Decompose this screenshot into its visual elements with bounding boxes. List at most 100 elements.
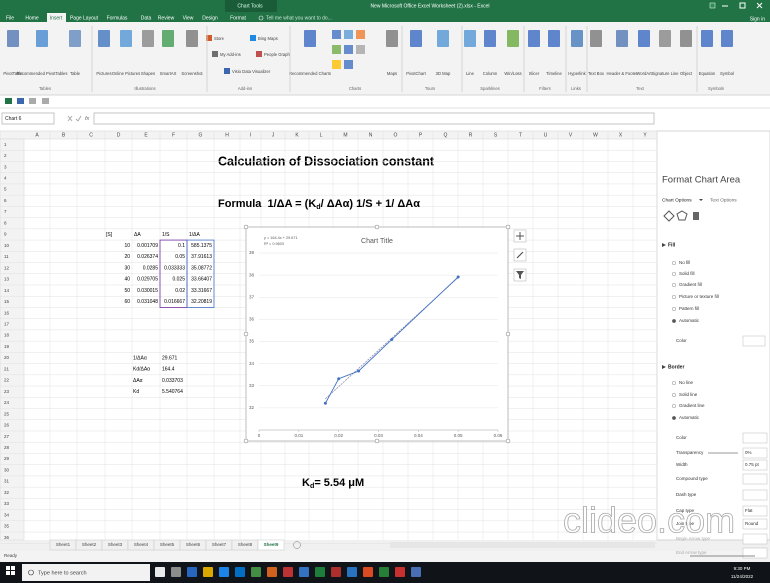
sheet-tab-label[interactable]: Sheet6 <box>186 542 201 547</box>
ribbon-button[interactable]: WordArt <box>636 71 652 76</box>
data-point <box>390 338 394 342</box>
radio[interactable] <box>671 282 677 288</box>
prop-value[interactable]: Flat <box>745 508 753 513</box>
dropdown-arrow <box>699 199 703 201</box>
ribbon-button[interactable]: Recommended PivotTables <box>17 71 68 76</box>
prop-value[interactable]: Round <box>745 521 759 526</box>
radio[interactable] <box>671 306 677 312</box>
ribbon-button[interactable]: Hyperlink <box>568 71 586 76</box>
ribbon-tab[interactable]: Review <box>158 15 175 21</box>
radio[interactable] <box>671 294 677 300</box>
radio[interactable] <box>671 271 677 277</box>
ribbon-tab[interactable]: Format <box>230 15 246 21</box>
radio[interactable] <box>671 318 677 324</box>
radio-label[interactable]: Gradient fill <box>679 282 702 287</box>
ribbon-button[interactable]: Online Pictures <box>112 71 140 76</box>
add-sheet[interactable] <box>293 541 301 549</box>
ribbon-button[interactable]: People Graph <box>264 52 291 57</box>
pane-tab[interactable]: Text Options <box>710 197 737 203</box>
sheet-tab-label[interactable]: Sheet9 <box>264 542 279 547</box>
ribbon-button[interactable]: Slicer <box>529 71 540 76</box>
ribbon-button[interactable]: Bing Maps <box>258 36 278 41</box>
column-header: D <box>117 132 121 138</box>
sheet-tab-label[interactable]: Sheet4 <box>134 542 149 547</box>
ribbon-button[interactable]: Recommended Charts <box>289 71 331 76</box>
search-placeholder[interactable]: Type here to search <box>38 570 87 576</box>
table-cell: 0.02 <box>175 288 185 294</box>
sheet-tab-label[interactable]: Sheet7 <box>212 542 227 547</box>
ribbon-button[interactable]: My Add-ins <box>220 52 241 57</box>
name-box-text[interactable]: Chart 6 <box>5 116 22 122</box>
ribbon-tab[interactable]: File <box>6 15 14 21</box>
prop-value[interactable]: 0.75 pt <box>745 462 760 467</box>
ribbon-button[interactable]: Column <box>483 71 498 76</box>
ribbon-button[interactable]: Store <box>214 36 225 41</box>
row-header: 4 <box>4 175 7 180</box>
button-icon <box>484 30 496 47</box>
pane-tab[interactable]: Chart Options <box>662 197 692 203</box>
radio[interactable] <box>671 392 677 398</box>
row-header: 15 <box>4 299 10 304</box>
ribbon-button[interactable]: Text Box <box>588 71 605 76</box>
ribbon-button[interactable]: Pictures <box>96 71 111 76</box>
section-heading[interactable]: Border <box>668 364 684 370</box>
resize-handle <box>505 438 511 444</box>
prop-value[interactable]: 0% <box>745 450 752 455</box>
ribbon-button[interactable]: Equation <box>699 71 716 76</box>
row-header: 6 <box>4 198 7 203</box>
ribbon-tab[interactable]: Formulas <box>107 15 128 21</box>
radio-label[interactable]: Picture or texture fill <box>679 294 719 299</box>
radio-label[interactable]: Solid line <box>679 392 698 397</box>
radio-label[interactable]: Pattern fill <box>679 306 699 311</box>
ribbon-tab[interactable]: Data <box>141 15 152 21</box>
ribbon-button[interactable]: Object <box>680 71 693 76</box>
sheet-tab-label[interactable]: Sheet1 <box>56 542 71 547</box>
radio[interactable] <box>671 415 677 421</box>
ribbon-tab[interactable]: Insert <box>50 15 63 21</box>
prop-control <box>742 473 768 485</box>
radio-label[interactable]: Automatic <box>679 318 700 323</box>
radio-label[interactable]: No line <box>679 380 694 385</box>
ribbon-button[interactable]: Visio Data Visualizer <box>232 69 271 74</box>
ribbon-button[interactable]: Win/Loss <box>504 71 521 76</box>
ribbon-button[interactable]: Screenshot <box>181 71 203 76</box>
quick-access-icon <box>42 98 49 104</box>
ribbon-button[interactable]: Timeline <box>546 71 562 76</box>
radio-label[interactable]: Automatic <box>679 415 700 420</box>
pane-title: Format Chart Area <box>662 175 741 186</box>
sign-in[interactable]: Sign in <box>750 16 766 22</box>
table-cell: 0.001709 <box>137 243 158 249</box>
taskbar-app <box>283 567 293 577</box>
radio-label[interactable]: No fill <box>679 260 690 265</box>
ribbon-button[interactable]: Line <box>466 71 475 76</box>
ribbon-button[interactable]: SmartArt <box>160 71 177 76</box>
radio-label[interactable]: Gradient line <box>679 403 705 408</box>
sheet-tab-label[interactable]: Sheet5 <box>160 542 175 547</box>
radio[interactable] <box>671 403 677 409</box>
sheet-tab-label[interactable]: Sheet8 <box>238 542 253 547</box>
radio[interactable] <box>671 380 677 386</box>
ribbon-button[interactable]: Symbol <box>720 71 734 76</box>
radio-label[interactable]: Solid fill <box>679 271 695 276</box>
ribbon-group-label: Symbols <box>708 86 724 91</box>
ribbon-tab[interactable]: Page Layout <box>70 15 99 21</box>
ribbon-tab[interactable]: Home <box>25 15 39 21</box>
sheet-tab-label[interactable]: Sheet2 <box>82 542 97 547</box>
taskbar-app <box>235 567 245 577</box>
ribbon-button[interactable]: 3D Map <box>436 71 451 76</box>
section-heading[interactable]: Fill <box>668 242 676 248</box>
ribbon-tab[interactable]: View <box>183 15 194 21</box>
ribbon-button[interactable]: PivotTable <box>3 71 23 76</box>
radio[interactable] <box>671 260 677 266</box>
ribbon-button[interactable]: Maps <box>387 71 397 76</box>
button-icon <box>590 30 602 47</box>
ribbon-button[interactable]: Signature Line <box>651 71 679 76</box>
color-button <box>742 335 766 347</box>
ribbon-button[interactable]: Table <box>70 71 81 76</box>
ribbon-button[interactable]: Header & Footer <box>607 71 639 76</box>
sheet-tab-label[interactable]: Sheet3 <box>108 542 123 547</box>
ribbon-button[interactable]: Shapes <box>141 71 155 76</box>
ribbon-tab[interactable]: Design <box>202 15 218 21</box>
tell-me[interactable]: Tell me what you want to do... <box>266 15 332 21</box>
ribbon-button[interactable]: PivotChart <box>406 71 426 76</box>
